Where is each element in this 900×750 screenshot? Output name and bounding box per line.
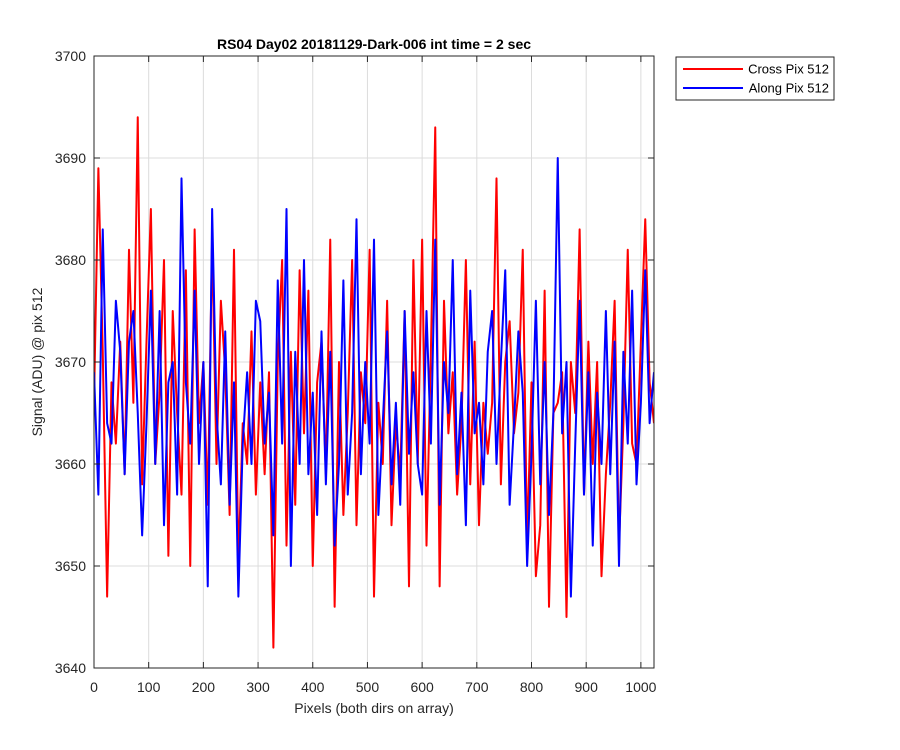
x-tick-label: 100 [137,679,161,695]
y-tick-label: 3700 [55,48,86,64]
y-tick-label: 3680 [55,252,86,268]
y-tick-label: 3690 [55,150,86,166]
y-axis-label: Signal (ADU) @ pix 512 [29,287,45,436]
x-tick-label: 900 [575,679,599,695]
x-tick-label: 500 [356,679,380,695]
legend-box [675,56,835,101]
x-tick-label: 0 [90,679,98,695]
chart-title: RS04 Day02 20181129-Dark-006 int time = … [217,36,531,52]
y-tick-label: 3670 [55,354,86,370]
y-tick-label: 3660 [55,456,86,472]
legend: Cross Pix 512 Along Pix 512 [675,56,835,101]
y-tick-label: 3650 [55,558,86,574]
x-tick-label: 400 [301,679,325,695]
x-tick-label: 600 [410,679,434,695]
ticks: 0 100 200 300 400 500 600 700 800 900 1000 3640 3650… [55,48,657,695]
legend-label-along: Along Pix 512 [749,81,829,96]
x-tick-label: 300 [246,679,270,695]
legend-label-cross: Cross Pix 512 [748,62,829,77]
series-line-along [94,157,654,598]
x-tick-label: 800 [520,679,544,695]
x-axis-label: Pixels (both dirs on array) [294,700,454,716]
series-group [94,116,654,649]
x-tick-label: 200 [192,679,216,695]
x-tick-label: 700 [465,679,489,695]
y-tick-label: 3640 [55,660,86,676]
x-tick-label: 1000 [625,679,656,695]
